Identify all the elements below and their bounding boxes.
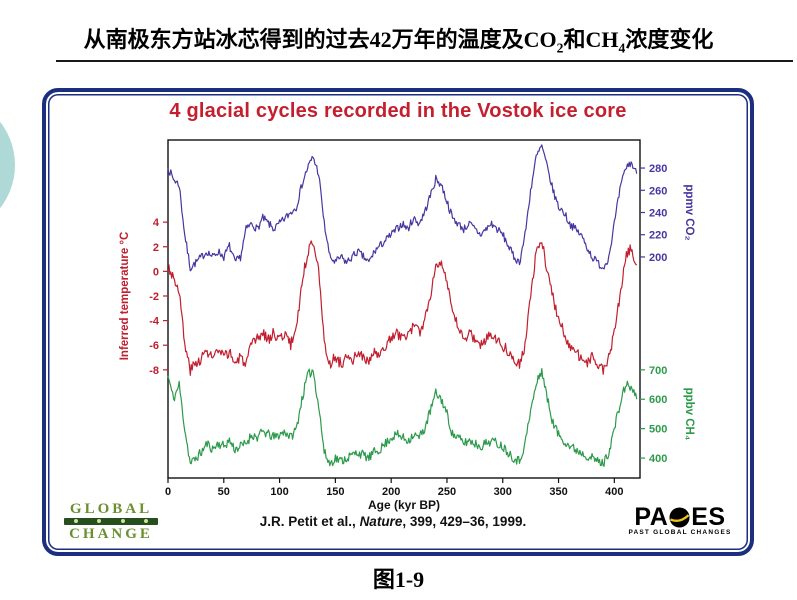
y-tick-label-co2-concentration: 260	[649, 185, 667, 197]
citation-authors: J.R. Petit et al.,	[259, 513, 360, 529]
page-title-text: 浓度变化	[625, 27, 714, 52]
pages-logo-subtitle: PAST GLOBAL CHANGES	[628, 529, 732, 536]
global-change-logo-line2: CHANGE	[69, 525, 153, 542]
y-tick-label-inferred-temperature: -2	[149, 291, 159, 303]
y-tick-label-inferred-temperature: 0	[153, 266, 159, 278]
x-tick-label: 200	[382, 486, 400, 498]
title-underline	[56, 60, 793, 62]
x-tick-label: 250	[438, 486, 456, 498]
x-tick-label: 100	[270, 486, 288, 498]
global-change-logo: GLOBAL CHANGE	[56, 501, 166, 542]
global-change-logo-bar	[64, 517, 158, 525]
page-title-text: 从南极东方站冰芯得到的过去42万年的温度及CO	[83, 27, 557, 52]
y-tick-label-inferred-temperature: 2	[153, 242, 159, 254]
decorative-circle	[0, 95, 15, 235]
page-title: 从南极东方站冰芯得到的过去42万年的温度及CO2和CH4浓度变化	[0, 22, 797, 56]
pages-logo-word: PA ES	[634, 503, 726, 531]
citation-volume: 399	[409, 513, 433, 529]
y-tick-label-inferred-temperature: -8	[149, 365, 159, 377]
x-tick-label: 150	[326, 486, 344, 498]
x-tick-label: 0	[165, 486, 171, 498]
pages-logo: PA ES PAST GLOBAL CHANGES	[620, 503, 740, 537]
pages-globe-icon	[669, 506, 690, 528]
y-tick-label-ch4-concentration: 600	[649, 394, 667, 406]
y-tick-label-ch4-concentration: 400	[649, 453, 667, 465]
page-title-subscript-co2: 2	[556, 40, 564, 56]
figure-title: 4 glacial cycles recorded in the Vostok …	[169, 100, 627, 122]
x-tick-label: 300	[494, 486, 512, 498]
y-tick-label-inferred-temperature: 4	[153, 217, 160, 229]
series-line-co2-concentration	[167, 144, 638, 272]
figure-frame: 4 glacial cycles recorded in the Vostok …	[42, 88, 754, 556]
page-title-subscript-ch4: 4	[618, 40, 626, 56]
citation: J.R. Petit et al., Nature, 399, 429–36, …	[259, 513, 527, 529]
x-tick-label: 350	[549, 486, 567, 498]
y-tick-label-inferred-temperature: -4	[149, 316, 160, 328]
figure-footer: GLOBAL CHANGE J.R. Petit et al., Nature,…	[56, 498, 740, 544]
plot-border	[167, 139, 641, 479]
global-change-logo-line1: GLOBAL	[69, 500, 153, 517]
series-line-ch4-concentration	[167, 368, 638, 467]
series-line-inferred-temperature	[167, 240, 638, 376]
y-tick-label-ch4-concentration: 500	[649, 424, 667, 436]
y-tick-label-co2-concentration: 280	[649, 163, 667, 175]
page-title-text: 和CH	[563, 27, 619, 52]
y-axis-title-inferred-temperature: Inferred temperature °C	[119, 232, 131, 361]
citation-journal: Nature	[359, 513, 403, 529]
y-tick-label-co2-concentration: 240	[649, 208, 667, 220]
citation-pages-year: , 429–36, 1999.	[432, 513, 527, 529]
y-tick-label-co2-concentration: 200	[649, 252, 667, 264]
y-tick-label-co2-concentration: 220	[649, 230, 667, 242]
vostok-ice-core-chart: 0 50 100 150 200 250 300 350 400 Age (kyr BP) 280 2…	[119, 139, 695, 512]
figure-caption: 图1-9	[372, 567, 425, 592]
y-tick-label-inferred-temperature: -6	[149, 340, 159, 352]
x-tick-label: 400	[605, 486, 623, 498]
y-axis-title-ch4-concentration: ppbv CH₄	[683, 388, 695, 441]
x-axis-title: Age (kyr BP)	[368, 498, 440, 512]
x-tick-label: 50	[218, 486, 230, 498]
y-tick-label-ch4-concentration: 700	[649, 365, 667, 377]
y-axis-title-co2-concentration: ppmv CO₂	[683, 184, 695, 240]
